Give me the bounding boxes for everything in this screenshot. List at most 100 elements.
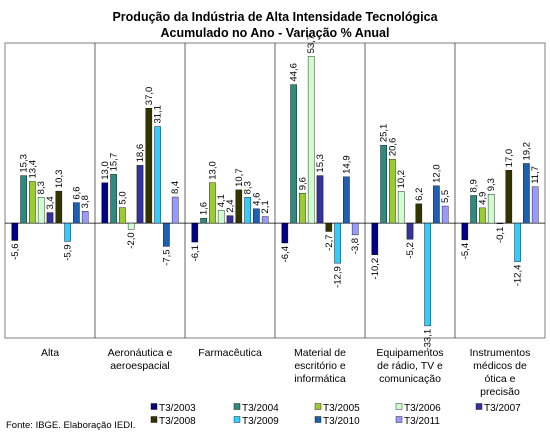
legend-label: T3/2003	[159, 403, 196, 414]
bar	[217, 210, 225, 224]
data-label: 13,0	[207, 161, 218, 180]
legend-swatch	[314, 403, 322, 410]
bar	[64, 222, 71, 242]
category-label-line: Aeronáutica e	[108, 347, 173, 359]
bar	[55, 190, 63, 224]
bar	[470, 195, 477, 224]
data-label: 5,0	[117, 191, 128, 204]
bar	[191, 222, 199, 243]
bar	[281, 222, 289, 244]
category-label: Aeronáutica e aeroespacial	[108, 347, 173, 372]
data-label: -7,5	[161, 249, 172, 265]
source-note: Fonte: IBGE. Elaboração IEDI.	[6, 420, 135, 431]
bar	[171, 196, 179, 224]
category-label-line: Equipamentos	[376, 347, 443, 359]
bar	[37, 197, 45, 224]
data-label: 10,7	[234, 168, 245, 186]
bar	[343, 176, 350, 224]
bar	[154, 126, 161, 224]
bar	[505, 170, 513, 224]
data-label: 13,0	[100, 161, 111, 180]
category-label-line: de rádio, TV e	[377, 360, 443, 372]
bar	[479, 207, 486, 224]
category-label-line: Material de	[294, 347, 346, 359]
bar	[487, 194, 495, 224]
data-label: 18,6	[135, 144, 146, 163]
bar	[307, 56, 315, 224]
legend-label: T3/2011	[404, 416, 440, 427]
data-label: 25,1	[379, 124, 390, 143]
chart-subtitle: Acumulado no Ano - Variação % Anual	[161, 26, 390, 40]
chart-title: Produção da Indústria de Alta Intensidad…	[112, 10, 438, 24]
data-label: 2,4	[225, 199, 236, 212]
data-label: 3,4	[45, 196, 56, 209]
data-label: -6,4	[280, 246, 291, 262]
bar	[433, 185, 440, 224]
bar	[235, 189, 243, 224]
category-label: Material de escritório e informática	[294, 347, 346, 385]
data-label: 4,9	[477, 192, 488, 205]
data-label: 15,3	[19, 154, 30, 173]
data-label: 2,1	[260, 200, 271, 213]
data-labels-group: -5,615,313,48,33,410,3-5,96,63,813,015,7…	[10, 35, 541, 351]
data-label: 15,7	[109, 153, 120, 172]
legend-label: T3/2005	[323, 403, 360, 414]
data-label: 8,3	[243, 181, 254, 194]
category-label: Farmacêutica	[198, 347, 262, 359]
bar	[244, 197, 251, 224]
bar	[73, 202, 80, 224]
legend-label: T3/2008	[159, 416, 196, 427]
bar	[316, 175, 324, 224]
bar	[523, 163, 530, 224]
legend-swatch	[150, 416, 158, 423]
legend-label: T3/2007	[484, 403, 521, 414]
bar	[380, 144, 387, 224]
legend-swatch	[395, 403, 403, 410]
bar	[226, 215, 234, 224]
bar	[334, 222, 341, 264]
data-label: -5,6	[10, 243, 21, 259]
bar	[496, 222, 504, 224]
data-label: -3,8	[350, 238, 361, 254]
bar	[200, 217, 207, 224]
bar	[11, 222, 19, 241]
bar	[110, 174, 117, 224]
data-label: 17,0	[504, 149, 515, 168]
data-label: -5,4	[460, 243, 471, 259]
data-label: -12,4	[513, 265, 524, 287]
bar	[209, 182, 216, 224]
category-label-line: precisão	[480, 386, 520, 398]
bar	[441, 205, 449, 224]
data-label: 20,6	[387, 138, 398, 157]
data-label: -12,9	[333, 266, 344, 288]
category-label-line: informática	[294, 373, 346, 385]
data-label: -6,1	[190, 245, 201, 261]
data-label: 4,1	[216, 194, 227, 207]
bar	[101, 182, 109, 224]
bar	[424, 222, 431, 327]
data-label: 37,0	[144, 87, 155, 106]
category-label-line: escritório e	[294, 360, 346, 372]
bars-group	[11, 56, 539, 327]
data-label: 8,4	[170, 181, 181, 194]
legend-swatch	[233, 403, 241, 410]
legend-swatch	[395, 416, 403, 423]
bar	[371, 222, 379, 255]
data-label: 8,3	[36, 181, 47, 194]
category-label-line: médicos de	[473, 360, 527, 372]
data-label: 14,9	[341, 155, 352, 174]
data-label: -33,1	[423, 329, 434, 351]
bar	[145, 108, 153, 224]
bar	[46, 212, 54, 224]
category-label-line: aeroespacial	[110, 360, 170, 372]
bar	[514, 222, 521, 262]
data-label: 6,6	[71, 186, 82, 199]
bar	[415, 203, 423, 224]
category-label: Equipamentos de rádio, TV e comunicação	[376, 347, 443, 385]
bar	[389, 158, 396, 224]
category-label-line: comunicação	[379, 373, 441, 385]
legend-swatch	[150, 403, 158, 410]
data-label: 8,9	[469, 179, 480, 192]
data-label: 10,2	[396, 170, 407, 189]
bar	[163, 222, 170, 247]
